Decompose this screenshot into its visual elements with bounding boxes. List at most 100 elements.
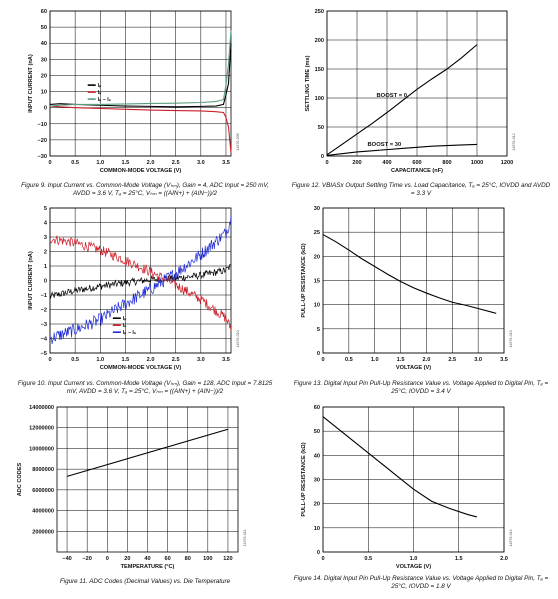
x-tick-label: 80: [185, 556, 191, 562]
y-tick-label: 14000000: [29, 405, 54, 411]
series-line: [49, 215, 232, 345]
x-tick-label: 60: [164, 556, 170, 562]
y-tick-label: 20: [314, 254, 320, 260]
chart-fig10: 0 0.5 1.0 1.5 2.0 2.5 3.0 3.5 5 4 3 2 1 0 −1 −2 −3 −4 −5 CO…: [28, 206, 240, 371]
y-tick-label: 30: [314, 206, 320, 212]
figure-10-caption: Figure 10. Input Current vs. Common-Mode…: [17, 380, 273, 395]
y-tick-label: 6000000: [32, 488, 54, 494]
x-axis-label: COMMON-MODE VOLTAGE (V): [100, 168, 182, 174]
x-tick-label: 2.5: [448, 357, 456, 363]
annotation-boost-30: BOOST = 30: [368, 142, 402, 148]
y-tick-label: 60: [314, 405, 320, 411]
y-tick-label: 40: [314, 453, 320, 459]
x-axis-label: VOLTAGE (V): [396, 564, 431, 570]
x-tick-label: 0: [321, 556, 324, 562]
x-tick-label: 1.5: [122, 357, 130, 363]
x-tick-label: −20: [82, 556, 92, 562]
figure-11-caption: Figure 11. ADC Codes (Decimal Values) vs…: [59, 578, 231, 585]
y-tick-label: 8000000: [32, 467, 54, 473]
x-tick-label: 0.5: [71, 357, 79, 363]
x-tick-label: 0: [48, 357, 51, 363]
x-tick-label: 120: [223, 556, 232, 562]
series-line: [66, 428, 229, 477]
y-axis-label: PULL-UP RESISTANCE (kΩ): [301, 243, 307, 317]
x-tick-label: 200: [352, 160, 361, 166]
y-tick-label: 25: [314, 230, 320, 236]
series-line: [326, 143, 478, 156]
x-tick-label: 3.0: [197, 160, 205, 166]
y-tick-label: 50: [318, 125, 324, 131]
figure-14-caption: Figure 14. Digital Input Pin Pull-Up Res…: [293, 575, 549, 590]
x-tick-label: 20: [124, 556, 130, 562]
y-tick-label: −10: [38, 122, 48, 128]
series-line: [49, 105, 232, 153]
y-tick-label: 10: [314, 526, 320, 532]
plot-frame: [326, 10, 508, 157]
x-tick-label: 2.0: [147, 160, 155, 166]
y-tick-label: −2: [41, 308, 47, 314]
x-axis-label: TEMPERATURE (°C): [121, 564, 175, 570]
plot-frame: [49, 10, 232, 157]
plot-frame: [322, 406, 505, 553]
x-tick-label: 3.5: [222, 160, 230, 166]
x-tick-label: 800: [442, 160, 451, 166]
y-tick-label: 0: [317, 550, 320, 556]
y-tick-label: 50: [314, 429, 320, 435]
y-axis-label: SETTLING TIME (ms): [305, 55, 311, 111]
y-tick-label: 5: [44, 206, 47, 212]
y-tick-label: 0: [317, 351, 320, 357]
x-tick-label: 600: [412, 160, 421, 166]
y-tick-label: 3: [44, 235, 47, 241]
legend-label: Iₚ − Iₙ: [98, 97, 111, 103]
y-tick-label: 1: [44, 264, 47, 270]
figure-13-caption: Figure 13. Digital Input Pin Pull-Up Res…: [293, 380, 549, 395]
chart-fig13: 0 0.5 1.0 1.5 2.0 2.5 3.0 3.5 30 25 20 15 10 5 0 VOLTAG…: [301, 206, 513, 371]
y-tick-label: −1: [41, 293, 47, 299]
y-tick-label: 50: [41, 25, 47, 31]
x-tick-label: 0: [106, 556, 109, 562]
y-tick-label: 40: [41, 41, 47, 47]
y-axis-label: INPUT CURRENT (nA): [28, 251, 34, 310]
x-tick-label: 1.0: [371, 357, 379, 363]
y-tick-label: 4: [44, 221, 48, 227]
y-tick-label: 2000000: [32, 529, 54, 535]
y-tick-label: 12000000: [29, 426, 54, 432]
figure-code: 14976-010: [236, 330, 240, 347]
y-tick-label: 30: [41, 57, 47, 63]
series-line: [322, 416, 477, 518]
x-axis-label: CAPACITANCE (nF): [391, 168, 443, 174]
x-tick-label: 1.0: [410, 556, 418, 562]
y-tick-label: 2: [44, 250, 47, 256]
y-tick-label: 250: [315, 9, 324, 15]
x-tick-label: 1.5: [122, 160, 130, 166]
series-line: [326, 44, 478, 156]
x-axis-label: COMMON-MODE VOLTAGE (V): [100, 365, 182, 371]
y-tick-label: −3: [41, 322, 47, 328]
legend-label: Iₚ: [98, 83, 102, 89]
annotation-boost-0: BOOST = 0: [377, 93, 407, 99]
chart-fig11: −40 −20 0 20 40 60 80 100 120 14000000 12000000 100…: [17, 405, 247, 570]
y-tick-label: 150: [315, 67, 324, 73]
y-tick-label: 0: [321, 154, 324, 160]
legend-label: Iₚ − Iₙ: [123, 330, 136, 336]
x-tick-label: 2.0: [423, 357, 431, 363]
figure-code: 14976-012: [512, 133, 516, 150]
y-tick-label: 100: [315, 96, 324, 102]
x-tick-label: 0: [48, 160, 51, 166]
x-tick-label: 0.5: [345, 357, 353, 363]
chart-fig14: 0 0.5 1.0 1.5 2.0 60 50 40 30 20 10 0 VOLTAGE (V) PUL…: [301, 405, 513, 570]
y-tick-label: −20: [38, 138, 48, 144]
x-tick-label: 40: [144, 556, 150, 562]
x-tick-label: 1.5: [397, 357, 405, 363]
chart-fig9: 0 0.5 1.0 1.5 2.0 2.5 3.0 3.5 60 50 40 30 20 10 0 −10 −2…: [28, 9, 240, 174]
series-line: [49, 235, 232, 332]
x-tick-label: 3.0: [474, 357, 482, 363]
figure-9-caption: Figure 9. Input Current vs. Common-Mode …: [21, 182, 269, 197]
y-tick-label: 4000000: [32, 509, 54, 515]
legend-label: Iₚ: [123, 316, 127, 322]
y-tick-label: 10000000: [29, 446, 54, 452]
series-line: [49, 30, 232, 107]
x-tick-label: 0.5: [71, 160, 79, 166]
figure-12-caption: Figure 12. VBIASx Output Settling Time v…: [291, 182, 551, 197]
